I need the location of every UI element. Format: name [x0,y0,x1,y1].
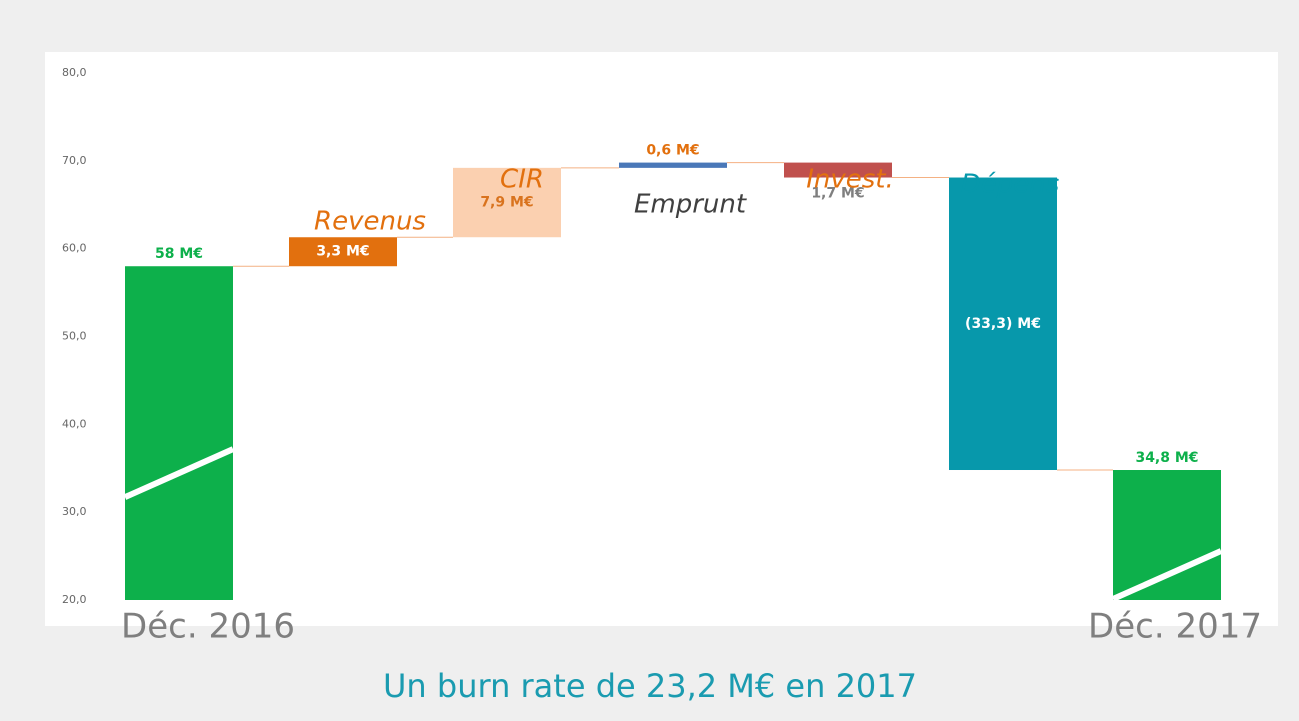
value-label: 7,9 M€ [480,195,533,211]
break-mark [1111,548,1223,602]
value-label: 0,6 M€ [646,143,699,159]
y-tick-label: 50,0 [62,330,87,343]
y-tick-label: 20,0 [62,593,87,606]
category-label: Invest. [806,165,894,195]
subtitle: Un burn rate de 23,2 M€ en 2017 [383,667,917,705]
value-label: 34,8 M€ [1135,450,1198,466]
category-label: Emprunt [634,190,747,220]
value-label: 1,7 M€ [811,186,864,202]
bar [453,167,561,238]
value-label: 58 M€ [155,246,203,262]
bar [289,237,397,267]
bar [784,162,892,178]
break-mark [123,446,235,500]
y-tick-label: 40,0 [62,417,87,430]
category-label: CIR [500,165,544,195]
y-tick-label: 70,0 [62,154,87,167]
plot-area [45,52,1278,626]
bar [1113,470,1221,600]
category-label: Revenus [314,207,426,237]
bar [949,177,1057,471]
bar [619,162,727,168]
category-label: Dépens [961,170,1060,200]
value-label: (33,3) M€ [965,316,1041,332]
x-tick-label: Déc. 2017 [1088,607,1262,647]
value-label: 3,3 M€ [316,244,369,260]
y-tick-label: 30,0 [62,505,87,518]
y-tick-label: 60,0 [62,242,87,255]
bar [125,266,233,600]
y-tick-label: 80,0 [62,66,87,79]
x-tick-label: Déc. 2016 [121,607,295,647]
